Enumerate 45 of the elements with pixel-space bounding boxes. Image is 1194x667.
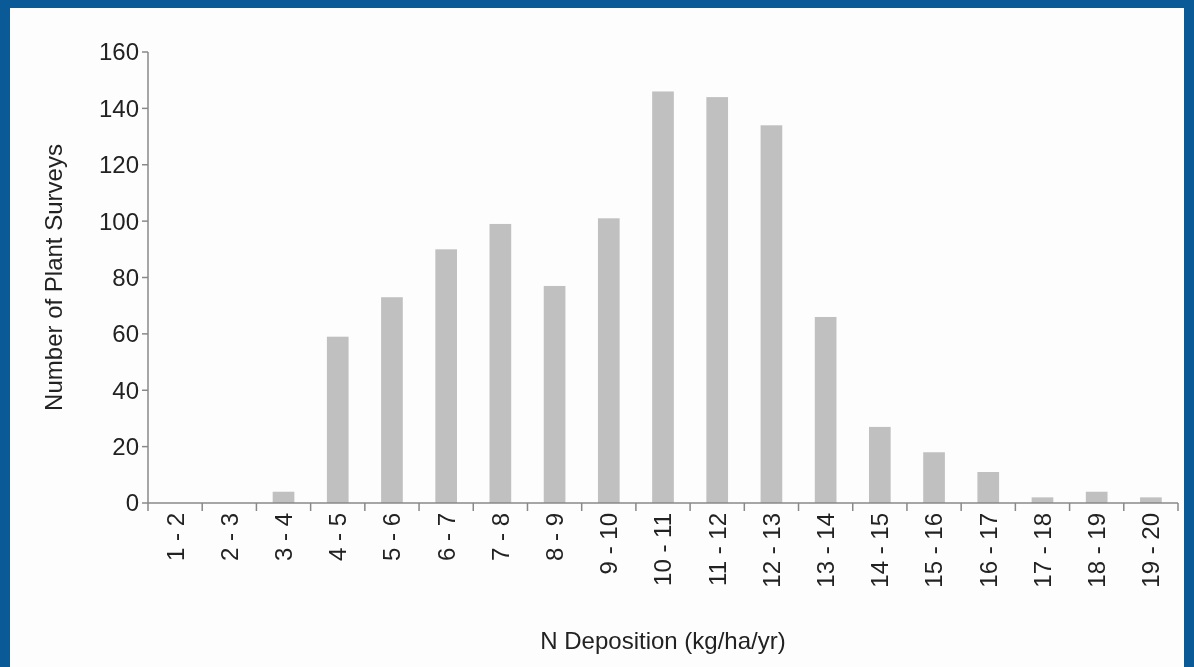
y-tick-label: 60 [112,320,139,348]
x-tick-label: 14 - 15 [866,513,894,588]
x-tick-label: 12 - 13 [757,513,785,588]
bar [435,249,457,503]
y-tick-label: 160 [98,38,139,66]
y-tick-label: 100 [98,207,139,235]
bar [706,97,729,503]
x-tick-label: 18 - 19 [1083,513,1111,588]
x-tick-label: 1 - 2 [161,513,189,562]
bar [1140,497,1162,503]
x-tick-label: 19 - 20 [1137,513,1165,588]
x-tick-label: 5 - 6 [378,513,406,562]
x-tick-label: 3 - 4 [269,513,297,562]
bar [814,316,837,503]
x-tick-label: 9 - 10 [595,513,623,575]
x-tick-label: 10 - 11 [649,513,677,586]
x-tick-label: 17 - 18 [1028,513,1056,588]
x-axis-title: N Deposition (kg/ha/yr) [540,627,786,654]
bar [652,91,674,503]
x-tick-label: 7 - 8 [486,513,514,562]
y-tick-label: 140 [98,94,139,122]
x-tick-label: 11 - 12 [703,513,731,586]
y-tick-label: 40 [112,376,139,404]
bar [1085,491,1108,503]
bar [543,285,566,503]
bar [923,452,945,503]
x-tick-label: 4 - 5 [324,513,352,562]
bar [977,471,1000,503]
x-tick-label: 2 - 3 [215,513,243,562]
x-tick-label: 15 - 16 [920,513,948,588]
bar [869,426,891,503]
bar [381,297,403,503]
bar [597,218,620,503]
y-axis-title: Number of Plant Surveys [40,144,67,411]
x-tick-label: 6 - 7 [432,513,460,562]
y-tick-label: 80 [112,263,139,291]
y-tick-label: 0 [125,489,139,517]
bar [760,125,783,503]
x-tick-label: 16 - 17 [974,513,1002,588]
bar [489,223,512,503]
bar [326,336,349,503]
x-tick-label: 8 - 9 [540,513,568,562]
x-tick-label: 13 - 14 [812,513,840,588]
y-tick-label: 20 [112,433,139,461]
y-tick-label: 120 [98,151,139,179]
